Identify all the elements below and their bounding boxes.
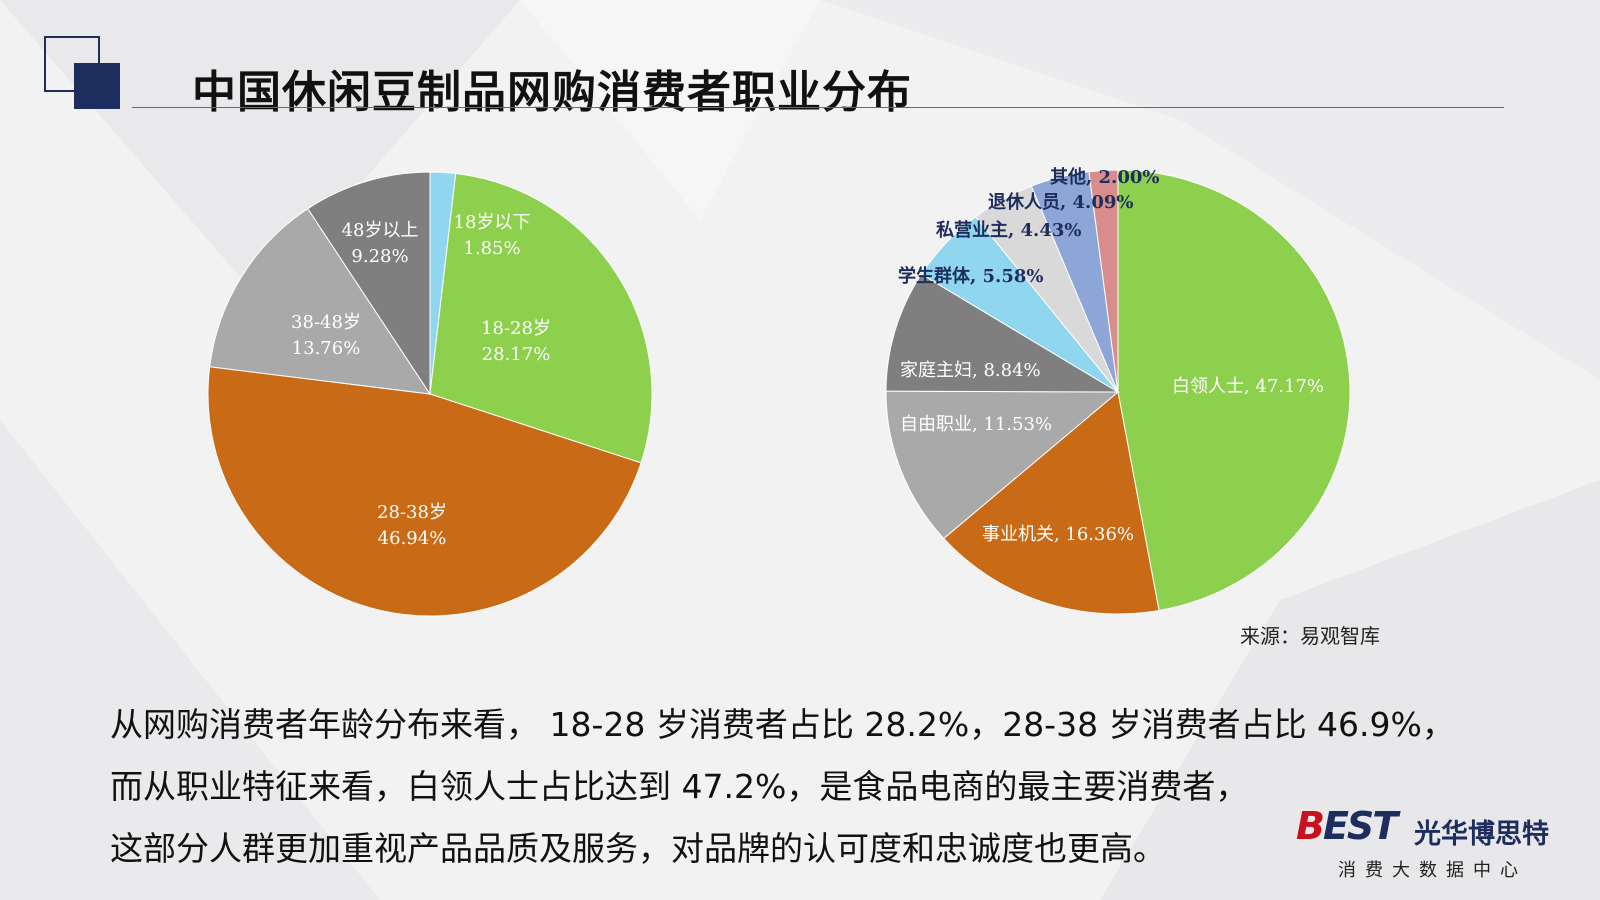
pie0-slice-2: [207, 366, 642, 617]
source-note: 来源：易观智库: [1240, 624, 1380, 648]
pie1-slice-0: [1117, 169, 1351, 612]
pie1-label-0: 白领人士, 47.17%: [1172, 376, 1324, 397]
pie0-label-0: 18岁以下: [454, 212, 531, 233]
page-title: 中国休闲豆制品网购消费者职业分布: [192, 67, 912, 118]
age-pie-chart: 18岁以下 1.85% 18-28岁 28.17% 28-38岁 46.94% 38-48岁…: [207, 171, 653, 617]
brand-logo: BEST 光华博思特 消费大数据中心: [1296, 804, 1566, 884]
pie0-label-1: 18-28岁: [481, 318, 551, 339]
summary-line-1: 从网购消费者年龄分布来看， 18-28 岁消费者占比 28.2%，28-38 岁…: [110, 705, 1455, 744]
summary-line-3: 这部分人群更加重视产品品质及服务，对品牌的认可度和忠诚度也更高。: [110, 829, 1166, 868]
pie1-label-4: 学生群体, 5.58%: [898, 265, 1043, 287]
pie0-slice-1: [429, 172, 653, 464]
title-deco-filled-square: [74, 63, 120, 109]
pie0-value-2: 46.94%: [378, 528, 447, 549]
pie1-slice-1: [942, 391, 1160, 615]
pie0-label-4: 48岁以上: [342, 220, 419, 241]
pie0-value-4: 9.28%: [351, 246, 408, 267]
occupation-pie-chart: 白领人士, 47.17% 事业机关, 16.36% 自由职业, 11.53% 家庭主妇…: [885, 166, 1351, 615]
pie1-slice-3: [885, 273, 1120, 393]
pie0-value-3: 13.76%: [292, 338, 361, 359]
pie1-label-5: 私营业主, 4.43%: [936, 219, 1081, 241]
summary-line-2: 而从职业特征来看，白领人士占比达到 47.2%，是食品电商的最主要消费者，: [110, 767, 1249, 806]
pie1-label-3: 家庭主妇, 8.84%: [900, 360, 1041, 381]
pie0-value-0: 1.85%: [463, 238, 520, 259]
pie1-slice-7: [1088, 169, 1119, 393]
pie0-slice-4: [307, 171, 431, 396]
logo-name: 光华博思特: [1414, 819, 1549, 850]
pie0-value-1: 28.17%: [482, 344, 551, 365]
logo-subtitle: 消费大数据中心: [1338, 860, 1527, 881]
pie0-label-2: 28-38岁: [377, 502, 447, 523]
pie1-label-1: 事业机关, 16.36%: [982, 524, 1134, 545]
logo-mark: BEST: [1296, 804, 1398, 848]
pie1-label-7: 其他, 2.00%: [1050, 166, 1159, 188]
pie0-label-3: 38-48岁: [291, 312, 361, 333]
pie1-label-6: 退休人员, 4.09%: [988, 191, 1133, 213]
pie1-label-2: 自由职业, 11.53%: [900, 414, 1052, 435]
pie1-slice-2: [885, 390, 1120, 540]
pie0-slice-3: [209, 207, 432, 395]
summary-text: 从网购消费者年龄分布来看， 18-28 岁消费者占比 28.2%，28-38 岁…: [110, 694, 1530, 880]
title-underline: [132, 107, 1504, 108]
